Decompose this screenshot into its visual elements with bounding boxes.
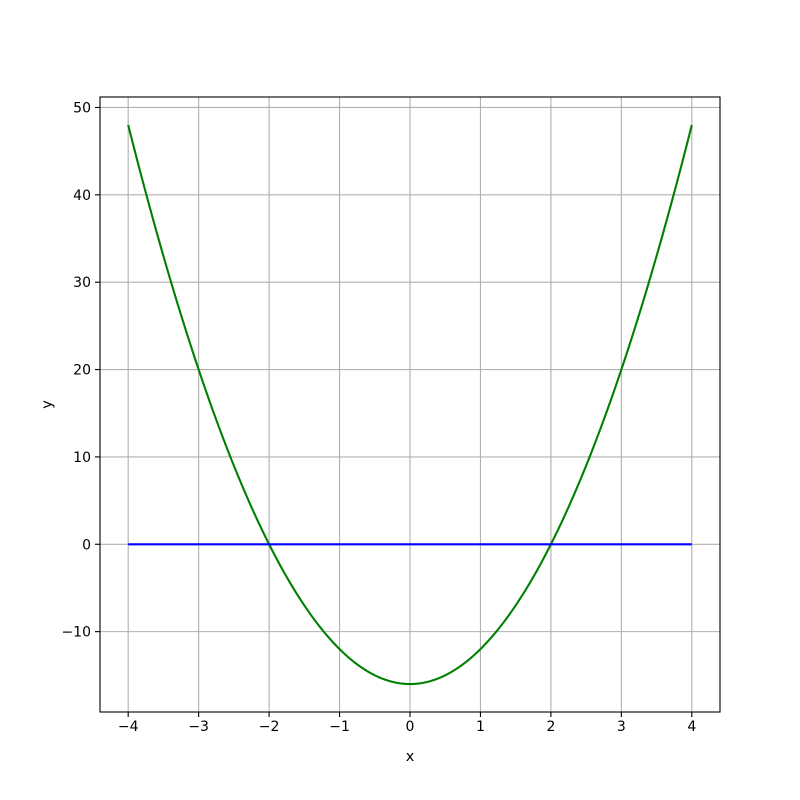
series-line-parabola: [127, 124, 693, 686]
x-tick-label: −4: [118, 719, 139, 735]
x-tick-label: −1: [329, 719, 350, 735]
y-ticks: −10 0 10 20 30 40 50: [61, 100, 100, 641]
x-tick-label: 3: [617, 719, 626, 735]
x-tick-label: −3: [188, 719, 209, 735]
x-tick-label: 4: [687, 719, 696, 735]
series-lines: [127, 124, 693, 686]
y-tick-label: 30: [73, 275, 91, 291]
y-tick-label: 40: [73, 188, 91, 204]
y-tick-label: 10: [73, 450, 91, 466]
x-tick-label: 0: [406, 719, 415, 735]
x-axis-label: x: [406, 749, 415, 765]
y-tick-label: 0: [82, 537, 91, 553]
y-tick-label: 50: [73, 100, 91, 116]
y-axis-label: y: [40, 400, 56, 409]
y-tick-label: −10: [61, 625, 91, 641]
y-tick-label: 20: [73, 363, 91, 379]
x-tick-label: −2: [259, 719, 280, 735]
x-ticks: −4 −3 −2 −1 0 1 2 3 4: [118, 712, 696, 735]
x-tick-label: 1: [476, 719, 485, 735]
x-tick-label: 2: [546, 719, 555, 735]
